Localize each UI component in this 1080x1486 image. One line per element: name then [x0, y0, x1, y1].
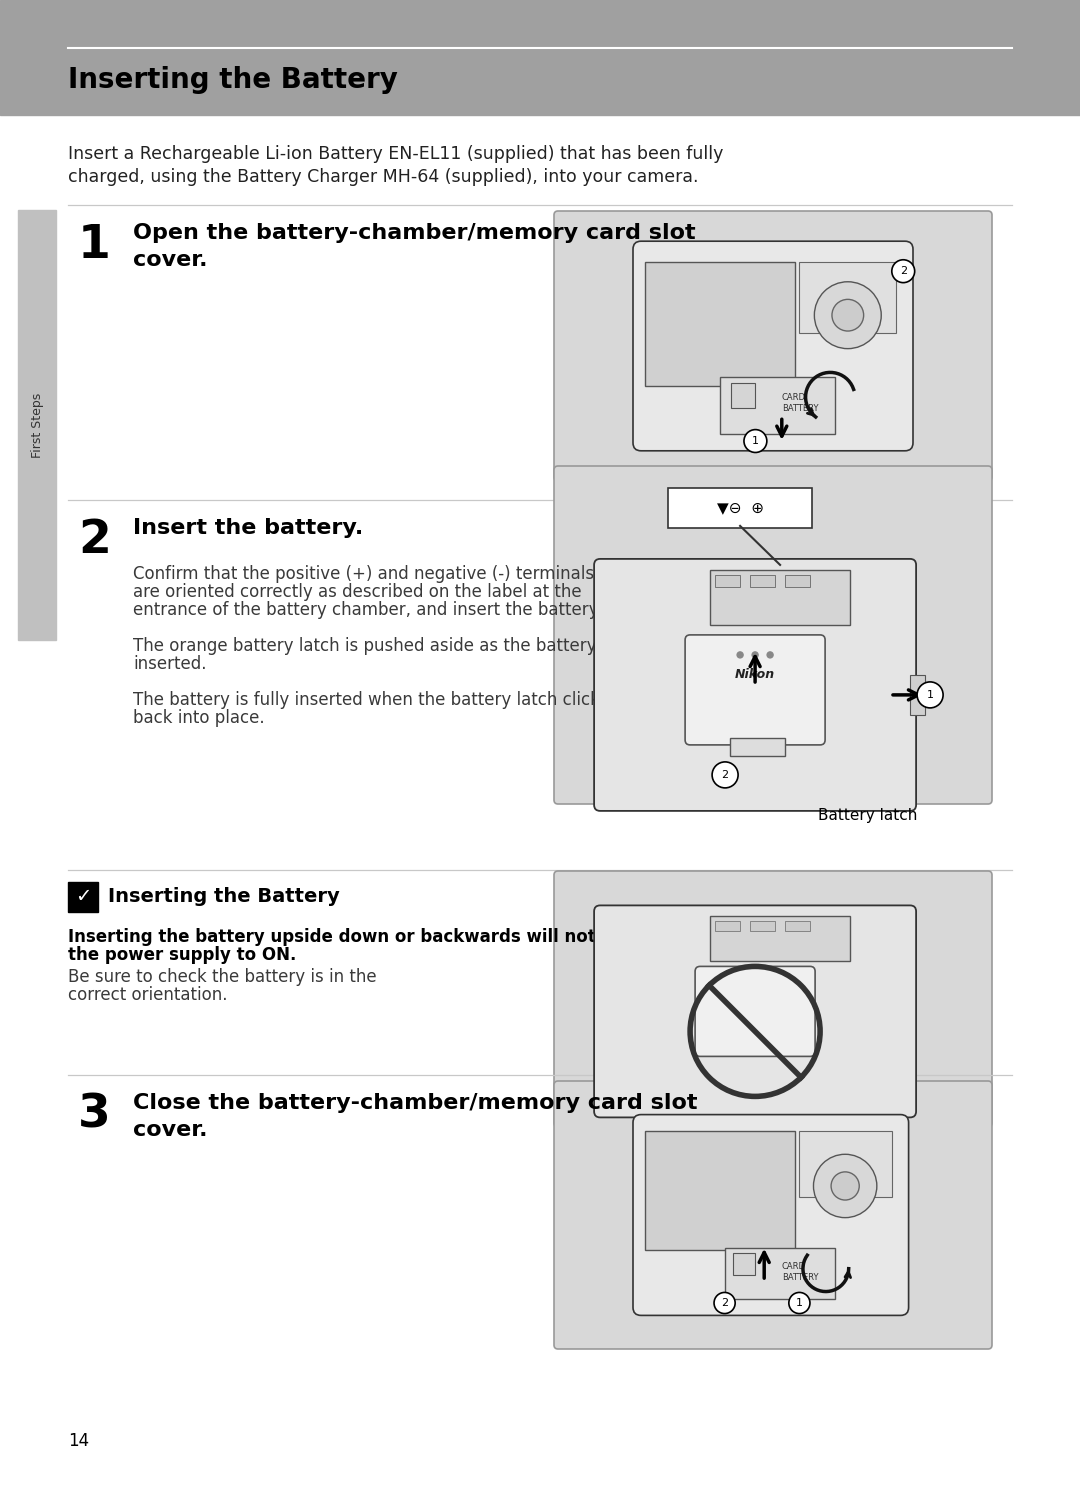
Text: CARD
BATTERY: CARD BATTERY [782, 1262, 819, 1282]
Bar [715, 575, 740, 587]
Text: CARD
BATTERY: CARD BATTERY [782, 394, 819, 413]
Text: Inserting the battery upside down or backwards will not set: Inserting the battery upside down or bac… [68, 927, 631, 947]
Circle shape [832, 299, 864, 331]
Circle shape [744, 429, 767, 452]
FancyBboxPatch shape [554, 871, 993, 1126]
Bar [720, 377, 835, 434]
Bar [730, 739, 785, 756]
Bar [733, 1253, 755, 1275]
Circle shape [832, 1172, 860, 1201]
Text: are oriented correctly as described on the label at the: are oriented correctly as described on t… [133, 583, 582, 600]
Text: Nikon: Nikon [735, 669, 775, 682]
Text: Insert the battery.: Insert the battery. [133, 519, 363, 538]
Text: the power supply to ON.: the power supply to ON. [68, 947, 296, 964]
Text: 3: 3 [78, 1094, 111, 1138]
Text: inserted.: inserted. [133, 655, 206, 673]
Text: 1: 1 [796, 1297, 802, 1308]
Text: 14: 14 [68, 1433, 90, 1450]
FancyBboxPatch shape [633, 1114, 908, 1315]
Bar [751, 921, 775, 932]
Text: Inserting the Battery: Inserting the Battery [68, 65, 397, 94]
Bar [646, 263, 795, 385]
Bar [0, 0, 1080, 114]
Circle shape [814, 282, 881, 349]
Circle shape [813, 1155, 877, 1217]
Bar [910, 675, 926, 715]
Text: Close the battery-chamber/memory card slot
cover.: Close the battery-chamber/memory card sl… [133, 1094, 698, 1140]
Text: ✓: ✓ [75, 887, 91, 906]
FancyBboxPatch shape [554, 467, 993, 804]
Circle shape [737, 652, 743, 658]
FancyBboxPatch shape [554, 211, 993, 481]
Text: back into place.: back into place. [133, 709, 265, 727]
Circle shape [892, 260, 915, 282]
FancyBboxPatch shape [633, 241, 913, 450]
Text: 1: 1 [78, 223, 111, 267]
Text: Insert a Rechargeable Li-ion Battery EN-EL11 (supplied) that has been fully: Insert a Rechargeable Li-ion Battery EN-… [68, 146, 724, 163]
Text: Confirm that the positive (+) and negative (-) terminals: Confirm that the positive (+) and negati… [133, 565, 594, 583]
Bar [711, 571, 850, 626]
Bar [18, 210, 56, 640]
FancyBboxPatch shape [554, 1080, 993, 1349]
FancyBboxPatch shape [685, 635, 825, 744]
Bar [68, 883, 98, 912]
Bar [799, 1131, 892, 1198]
Bar [785, 921, 810, 932]
FancyBboxPatch shape [594, 559, 916, 811]
Bar [731, 383, 755, 407]
Bar [725, 1248, 835, 1299]
Text: 1: 1 [752, 435, 759, 446]
Text: Battery latch: Battery latch [818, 808, 917, 823]
Text: correct orientation.: correct orientation. [68, 987, 228, 1005]
Text: First Steps: First Steps [30, 392, 43, 458]
Text: 2: 2 [78, 519, 111, 563]
Circle shape [917, 682, 943, 707]
Bar [799, 263, 896, 333]
Bar [785, 575, 810, 587]
Bar [751, 575, 775, 587]
Text: Open the battery-chamber/memory card slot
cover.: Open the battery-chamber/memory card slo… [133, 223, 696, 270]
FancyBboxPatch shape [669, 487, 812, 528]
Circle shape [714, 1293, 735, 1314]
FancyBboxPatch shape [696, 966, 815, 1057]
FancyBboxPatch shape [594, 905, 916, 1117]
Text: entrance of the battery chamber, and insert the battery.: entrance of the battery chamber, and ins… [133, 600, 602, 620]
Text: 2: 2 [721, 770, 729, 780]
Text: 2: 2 [721, 1297, 728, 1308]
Text: ▼⊖  ⊕: ▼⊖ ⊕ [717, 501, 764, 516]
Bar [715, 921, 740, 932]
Text: The battery is fully inserted when the battery latch clicks: The battery is fully inserted when the b… [133, 691, 609, 709]
Text: Inserting the Battery: Inserting the Battery [108, 887, 340, 906]
Text: 1: 1 [927, 690, 933, 700]
Text: Be sure to check the battery is in the: Be sure to check the battery is in the [68, 967, 377, 987]
Circle shape [752, 652, 758, 658]
Circle shape [788, 1293, 810, 1314]
Text: 2: 2 [900, 266, 907, 276]
Circle shape [712, 762, 738, 788]
Bar [711, 917, 850, 961]
Text: The orange battery latch is pushed aside as the battery is: The orange battery latch is pushed aside… [133, 637, 616, 655]
Bar [646, 1131, 795, 1250]
Circle shape [767, 652, 773, 658]
Text: charged, using the Battery Charger MH-64 (supplied), into your camera.: charged, using the Battery Charger MH-64… [68, 168, 699, 186]
